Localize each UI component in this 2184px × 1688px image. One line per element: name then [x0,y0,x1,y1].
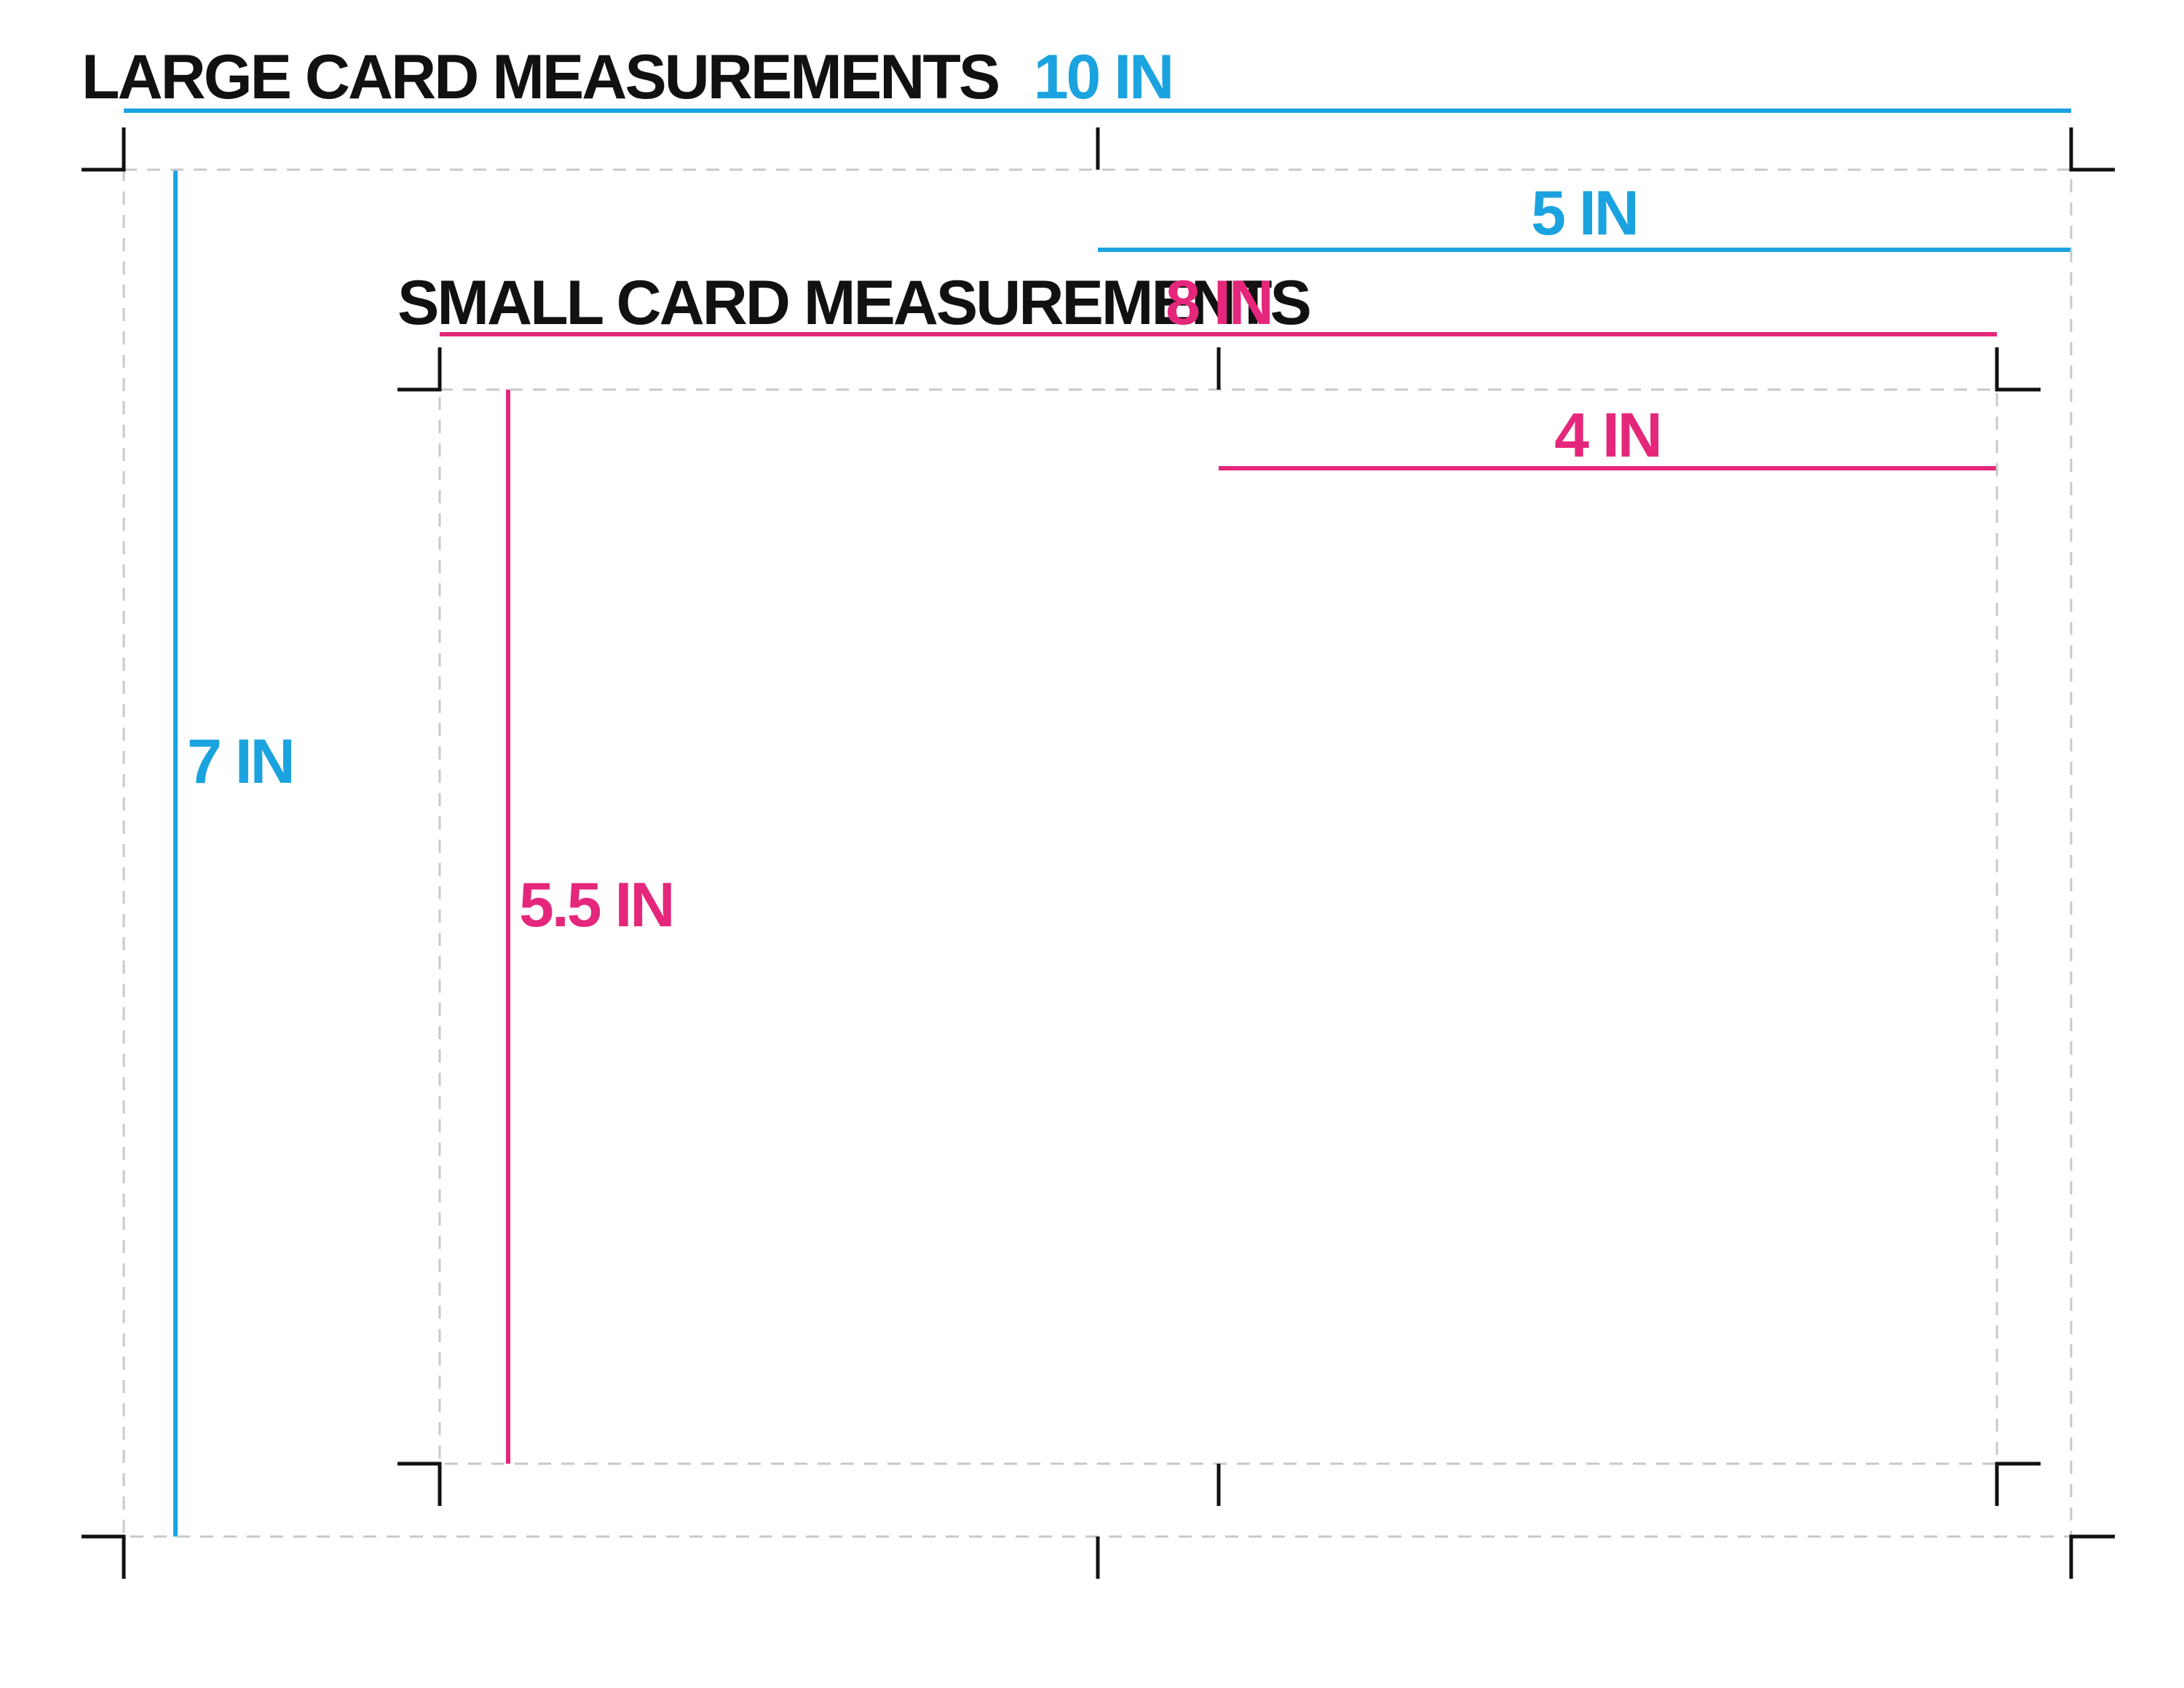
large-card-height-label: 7 IN [187,727,293,797]
small-card-half-width-label: 4 IN [1554,401,1661,470]
crop-mark-top-left [397,347,442,392]
large-card-group: LARGE CARD MEASUREMENTS 10 IN 5 IN 7 IN [82,42,2115,1579]
small-card-width-label: 8 IN [1166,268,1272,338]
crop-mark-bottom-left [82,1534,126,1579]
large-card-title: LARGE CARD MEASUREMENTS [82,42,998,112]
large-card-width-label: 10 IN [1034,42,1173,112]
small-card-title: SMALL CARD MEASUREMENTS [397,268,1310,338]
crop-mark-top-right [2069,127,2115,172]
large-card-half-width-label: 5 IN [1531,178,1637,248]
large-card-crop-marks [82,127,2115,1579]
crop-mark-top-left [82,127,126,172]
crop-mark-bottom-right [2069,1534,2115,1579]
crop-mark-top-right [1995,347,2041,392]
small-card-outline [438,388,1998,1465]
large-card-outline [122,168,2073,1538]
crop-mark-bottom-left [397,1462,442,1506]
crop-mark-bottom-right [1995,1462,2041,1506]
small-card-height-label: 5.5 IN [519,870,673,940]
small-card-crop-marks [397,347,2041,1506]
small-card-group: SMALL CARD MEASUREMENTS 8 IN 4 IN 5.5 IN [397,268,2041,1506]
